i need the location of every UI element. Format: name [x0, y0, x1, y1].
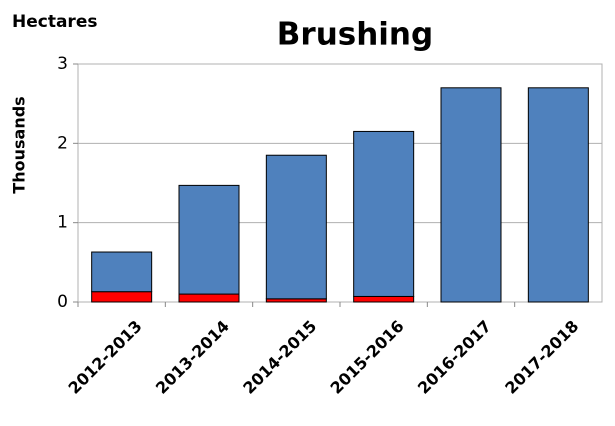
y-tick-label: 1 [57, 213, 68, 233]
bar-segment [353, 295, 415, 303]
y-tick-label: 3 [57, 54, 68, 74]
bar-segment [91, 291, 153, 303]
bar-segment [527, 87, 589, 303]
x-tick-label: 2013-2014 [152, 317, 233, 398]
chart-title: Brushing [277, 17, 433, 53]
bar-segment [440, 87, 502, 303]
bar-segment [178, 293, 240, 303]
bar-segment [353, 130, 415, 297]
y-axis-title: Thousands [10, 96, 29, 193]
bar-segment [91, 251, 153, 293]
bar-segment [178, 184, 240, 295]
bar-segment [265, 154, 327, 300]
y-tick-label: 0 [57, 292, 68, 312]
x-tick-label: 2015-2016 [327, 317, 408, 398]
x-tick-label: 2012-2013 [65, 317, 146, 398]
unit-label: Hectares [12, 12, 97, 32]
x-tick-label: 2014-2015 [239, 317, 320, 398]
x-tick-label: 2016-2017 [414, 317, 495, 398]
plot-area [77, 63, 603, 303]
y-tick-label: 2 [57, 133, 68, 153]
x-tick-label: 2017-2018 [501, 317, 582, 398]
